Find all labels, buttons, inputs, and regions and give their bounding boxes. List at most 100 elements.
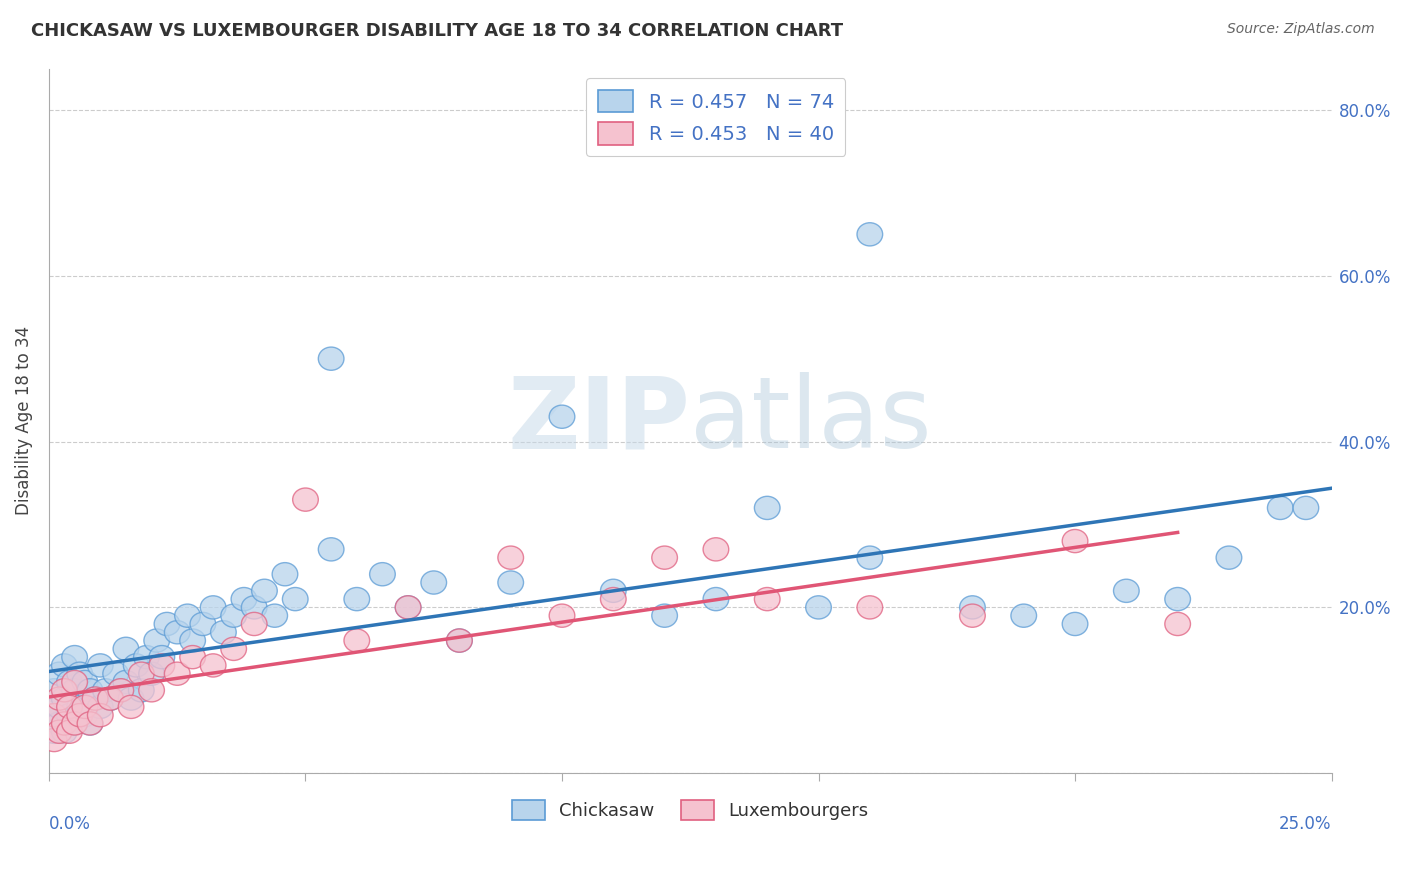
Ellipse shape bbox=[200, 596, 226, 619]
Ellipse shape bbox=[41, 704, 67, 727]
Legend: Chickasaw, Luxembourgers: Chickasaw, Luxembourgers bbox=[505, 792, 876, 828]
Ellipse shape bbox=[139, 679, 165, 702]
Ellipse shape bbox=[165, 662, 190, 685]
Ellipse shape bbox=[1267, 496, 1294, 519]
Ellipse shape bbox=[77, 712, 103, 735]
Ellipse shape bbox=[318, 538, 344, 561]
Ellipse shape bbox=[211, 621, 236, 644]
Ellipse shape bbox=[1011, 604, 1036, 627]
Ellipse shape bbox=[652, 604, 678, 627]
Ellipse shape bbox=[83, 687, 108, 710]
Ellipse shape bbox=[550, 405, 575, 428]
Ellipse shape bbox=[221, 637, 246, 660]
Ellipse shape bbox=[124, 654, 149, 677]
Ellipse shape bbox=[72, 695, 97, 718]
Ellipse shape bbox=[62, 646, 87, 669]
Ellipse shape bbox=[1062, 530, 1088, 553]
Ellipse shape bbox=[858, 223, 883, 246]
Ellipse shape bbox=[242, 613, 267, 636]
Text: CHICKASAW VS LUXEMBOURGER DISABILITY AGE 18 TO 34 CORRELATION CHART: CHICKASAW VS LUXEMBOURGER DISABILITY AGE… bbox=[31, 22, 844, 40]
Ellipse shape bbox=[62, 671, 87, 694]
Y-axis label: Disability Age 18 to 34: Disability Age 18 to 34 bbox=[15, 326, 32, 516]
Ellipse shape bbox=[550, 604, 575, 627]
Ellipse shape bbox=[149, 654, 174, 677]
Ellipse shape bbox=[283, 588, 308, 611]
Ellipse shape bbox=[108, 679, 134, 702]
Ellipse shape bbox=[118, 695, 143, 718]
Ellipse shape bbox=[262, 604, 288, 627]
Ellipse shape bbox=[112, 671, 139, 694]
Ellipse shape bbox=[56, 704, 83, 727]
Ellipse shape bbox=[103, 662, 128, 685]
Ellipse shape bbox=[318, 347, 344, 370]
Ellipse shape bbox=[1294, 496, 1319, 519]
Ellipse shape bbox=[46, 720, 72, 743]
Ellipse shape bbox=[52, 679, 77, 702]
Ellipse shape bbox=[87, 654, 112, 677]
Ellipse shape bbox=[67, 704, 93, 727]
Ellipse shape bbox=[755, 496, 780, 519]
Ellipse shape bbox=[46, 695, 72, 718]
Ellipse shape bbox=[370, 563, 395, 586]
Ellipse shape bbox=[97, 687, 124, 710]
Ellipse shape bbox=[149, 646, 174, 669]
Ellipse shape bbox=[108, 679, 134, 702]
Ellipse shape bbox=[273, 563, 298, 586]
Ellipse shape bbox=[83, 687, 108, 710]
Ellipse shape bbox=[77, 679, 103, 702]
Ellipse shape bbox=[72, 671, 97, 694]
Ellipse shape bbox=[447, 629, 472, 652]
Ellipse shape bbox=[41, 729, 67, 752]
Ellipse shape bbox=[292, 488, 318, 511]
Text: Source: ZipAtlas.com: Source: ZipAtlas.com bbox=[1227, 22, 1375, 37]
Ellipse shape bbox=[755, 588, 780, 611]
Ellipse shape bbox=[1114, 579, 1139, 602]
Ellipse shape bbox=[46, 662, 72, 685]
Ellipse shape bbox=[46, 712, 72, 735]
Ellipse shape bbox=[52, 654, 77, 677]
Ellipse shape bbox=[72, 704, 97, 727]
Ellipse shape bbox=[1164, 588, 1191, 611]
Ellipse shape bbox=[1062, 613, 1088, 636]
Ellipse shape bbox=[600, 579, 626, 602]
Ellipse shape bbox=[128, 662, 155, 685]
Ellipse shape bbox=[344, 588, 370, 611]
Ellipse shape bbox=[128, 679, 155, 702]
Ellipse shape bbox=[62, 679, 87, 702]
Ellipse shape bbox=[960, 596, 986, 619]
Ellipse shape bbox=[498, 571, 523, 594]
Ellipse shape bbox=[41, 720, 67, 743]
Ellipse shape bbox=[56, 671, 83, 694]
Ellipse shape bbox=[87, 704, 112, 727]
Ellipse shape bbox=[858, 546, 883, 569]
Ellipse shape bbox=[180, 646, 205, 669]
Ellipse shape bbox=[165, 621, 190, 644]
Ellipse shape bbox=[420, 571, 447, 594]
Ellipse shape bbox=[344, 629, 370, 652]
Ellipse shape bbox=[703, 538, 728, 561]
Ellipse shape bbox=[62, 712, 87, 735]
Ellipse shape bbox=[118, 687, 143, 710]
Ellipse shape bbox=[231, 588, 257, 611]
Ellipse shape bbox=[41, 679, 67, 702]
Text: atlas: atlas bbox=[690, 372, 932, 469]
Ellipse shape bbox=[56, 695, 83, 718]
Text: 0.0%: 0.0% bbox=[49, 815, 91, 833]
Ellipse shape bbox=[221, 604, 246, 627]
Ellipse shape bbox=[77, 712, 103, 735]
Text: 25.0%: 25.0% bbox=[1279, 815, 1331, 833]
Ellipse shape bbox=[1164, 613, 1191, 636]
Ellipse shape bbox=[97, 687, 124, 710]
Ellipse shape bbox=[960, 604, 986, 627]
Ellipse shape bbox=[41, 704, 67, 727]
Ellipse shape bbox=[447, 629, 472, 652]
Ellipse shape bbox=[52, 720, 77, 743]
Ellipse shape bbox=[87, 695, 112, 718]
Ellipse shape bbox=[1216, 546, 1241, 569]
Ellipse shape bbox=[174, 604, 200, 627]
Ellipse shape bbox=[56, 720, 83, 743]
Ellipse shape bbox=[62, 712, 87, 735]
Ellipse shape bbox=[395, 596, 420, 619]
Ellipse shape bbox=[242, 596, 267, 619]
Ellipse shape bbox=[703, 588, 728, 611]
